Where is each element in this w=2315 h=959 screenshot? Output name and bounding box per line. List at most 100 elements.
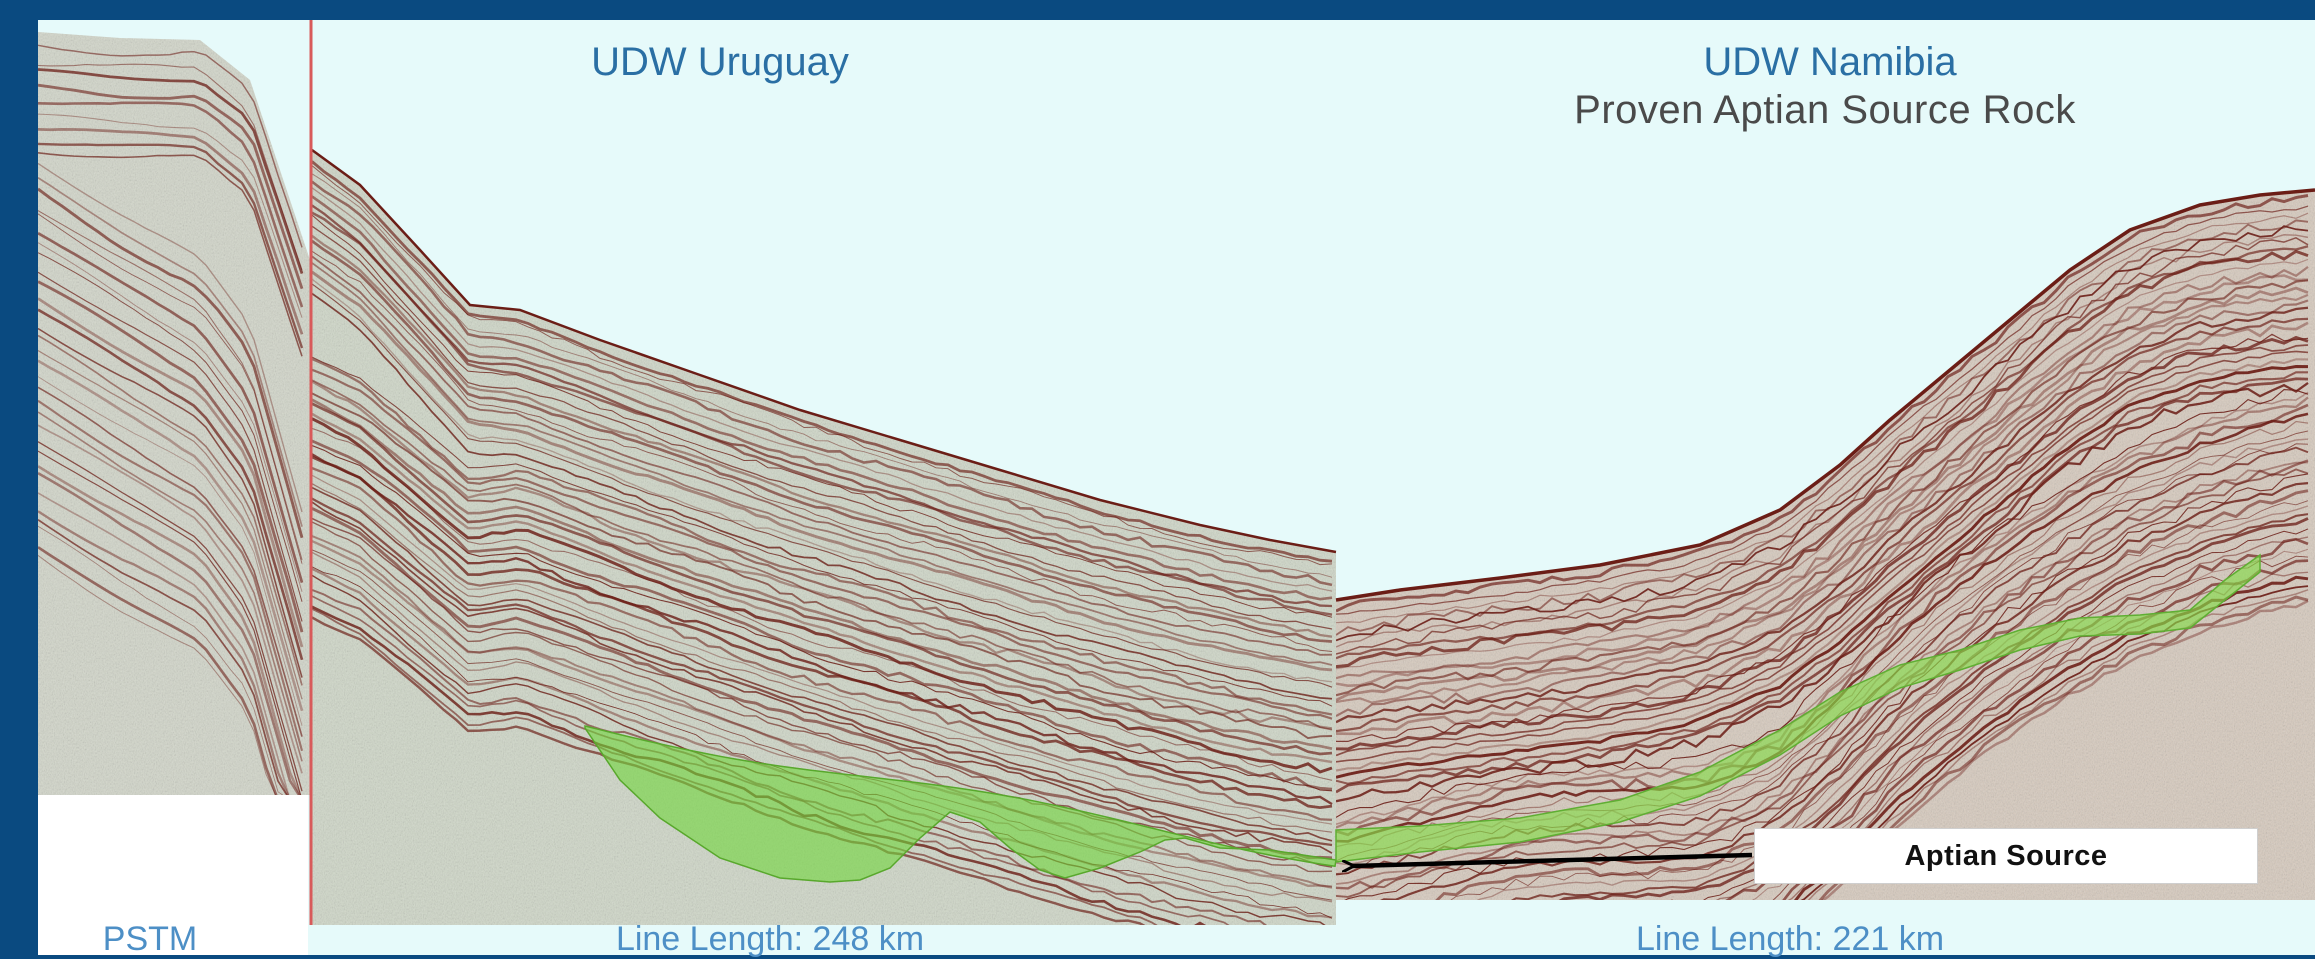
uruguay-aptian-source-rock xyxy=(584,725,1337,883)
reflector-line xyxy=(38,546,302,795)
reflector-line xyxy=(38,176,303,527)
reflector-line xyxy=(38,492,302,795)
reflector-line xyxy=(312,412,1333,764)
reflector-line xyxy=(38,554,302,795)
namibia-aptian-source-rock xyxy=(1335,553,2261,863)
reflector-line xyxy=(312,497,1333,847)
namibia-title: UDW Namibia xyxy=(1703,40,1957,84)
reflector-line xyxy=(38,424,303,774)
inset-seismic-section xyxy=(38,32,310,795)
reflector-line xyxy=(312,187,1333,592)
reflector-line xyxy=(38,280,304,633)
reflector-line xyxy=(1336,489,2309,900)
namibia-subtitle: Proven Aptian Source Rock xyxy=(1574,88,2076,132)
reflector-line xyxy=(38,152,303,357)
reflector-line xyxy=(1336,194,2309,613)
uruguay-reflectors xyxy=(312,160,1333,925)
reflector-line xyxy=(312,356,1333,707)
reflector-line xyxy=(312,549,1333,901)
reflector-line xyxy=(1336,365,2309,779)
reflector-line xyxy=(1336,344,2309,757)
reflector-line xyxy=(312,173,1333,578)
reflector-line xyxy=(38,510,302,795)
reflector-line xyxy=(1336,274,2309,687)
reflector-line xyxy=(1336,286,2309,702)
reflector-line xyxy=(1336,377,2309,794)
reflector-line xyxy=(38,308,304,661)
reflector-line xyxy=(38,334,303,686)
reflector-line xyxy=(1336,599,2309,900)
reflector-line xyxy=(1336,219,2309,636)
reflector-line xyxy=(1336,371,2308,785)
reflector-line xyxy=(1336,245,2309,660)
reflector-line xyxy=(1336,236,2309,655)
reflector-line xyxy=(1336,350,2309,763)
reflector-line xyxy=(1336,585,2309,900)
reflector-line xyxy=(1336,293,2309,704)
reflector-line xyxy=(38,271,303,622)
reflector-line xyxy=(1336,589,2309,900)
reflector-line xyxy=(1336,381,2309,803)
reflector-line xyxy=(1336,317,2309,733)
reflector-line xyxy=(38,68,304,275)
reflector-line xyxy=(38,297,304,648)
reflector-line xyxy=(38,441,303,792)
reflector-line xyxy=(38,525,302,795)
processing-label: PSTM xyxy=(102,920,198,958)
reflector-line xyxy=(1336,505,2309,900)
reflector-line xyxy=(38,63,303,271)
reflector-line xyxy=(312,214,1333,618)
reflector-line xyxy=(38,113,303,318)
reflector-line xyxy=(38,252,303,602)
reflector-line xyxy=(1336,249,2309,669)
reflector-line xyxy=(1336,595,2309,900)
reflector-line xyxy=(312,439,1333,791)
reflector-line xyxy=(312,160,1333,563)
reflector-line xyxy=(38,399,304,752)
reflector-line xyxy=(312,250,1333,652)
reflector-line xyxy=(1336,391,2309,825)
reflector-line xyxy=(312,444,1333,792)
reflector-line xyxy=(38,386,303,737)
reflector-line xyxy=(312,278,1333,683)
reflector-line xyxy=(1336,258,2309,670)
reflector-line xyxy=(312,270,1333,672)
reflector-line xyxy=(312,551,1333,903)
reflector-line xyxy=(1336,306,2309,724)
uruguay-line-length: Line Length: 248 km xyxy=(615,920,925,958)
reflector-line xyxy=(312,379,1333,731)
reflector-line xyxy=(1336,430,2309,862)
reflector-line xyxy=(38,83,304,290)
uruguay-title: UDW Uruguay xyxy=(591,40,849,84)
reflector-line xyxy=(38,327,303,678)
reflector-line xyxy=(312,535,1333,888)
reflector-line xyxy=(38,471,304,795)
reflector-line xyxy=(38,359,304,712)
reflector-line xyxy=(38,411,303,762)
reflector-line xyxy=(38,376,303,726)
reflector-line xyxy=(38,465,304,795)
reflector-line xyxy=(312,165,1333,566)
reflector-line xyxy=(312,357,1333,716)
reflector-line xyxy=(312,255,1333,656)
reflector-line xyxy=(1336,468,2309,898)
reflector-line xyxy=(312,368,1333,720)
inset-bottom-blank xyxy=(38,795,308,955)
reflector-line xyxy=(312,283,1333,688)
reflector-line xyxy=(1336,212,2309,624)
reflector-line xyxy=(38,162,303,513)
reflector-line xyxy=(312,483,1333,833)
uruguay-seafloor-line xyxy=(311,148,1337,554)
reflector-line xyxy=(312,225,1333,630)
reflector-line xyxy=(312,501,1333,854)
reflector-line xyxy=(312,380,1333,730)
reflector-line xyxy=(312,239,1333,643)
reflector-line xyxy=(312,402,1333,756)
reflector-line xyxy=(38,142,304,349)
aptian-source-arrow xyxy=(1352,852,1753,866)
reflector-line xyxy=(38,128,304,335)
reflector-line xyxy=(312,453,1333,806)
reflector-line xyxy=(312,517,1333,868)
reflector-line xyxy=(1336,225,2309,642)
